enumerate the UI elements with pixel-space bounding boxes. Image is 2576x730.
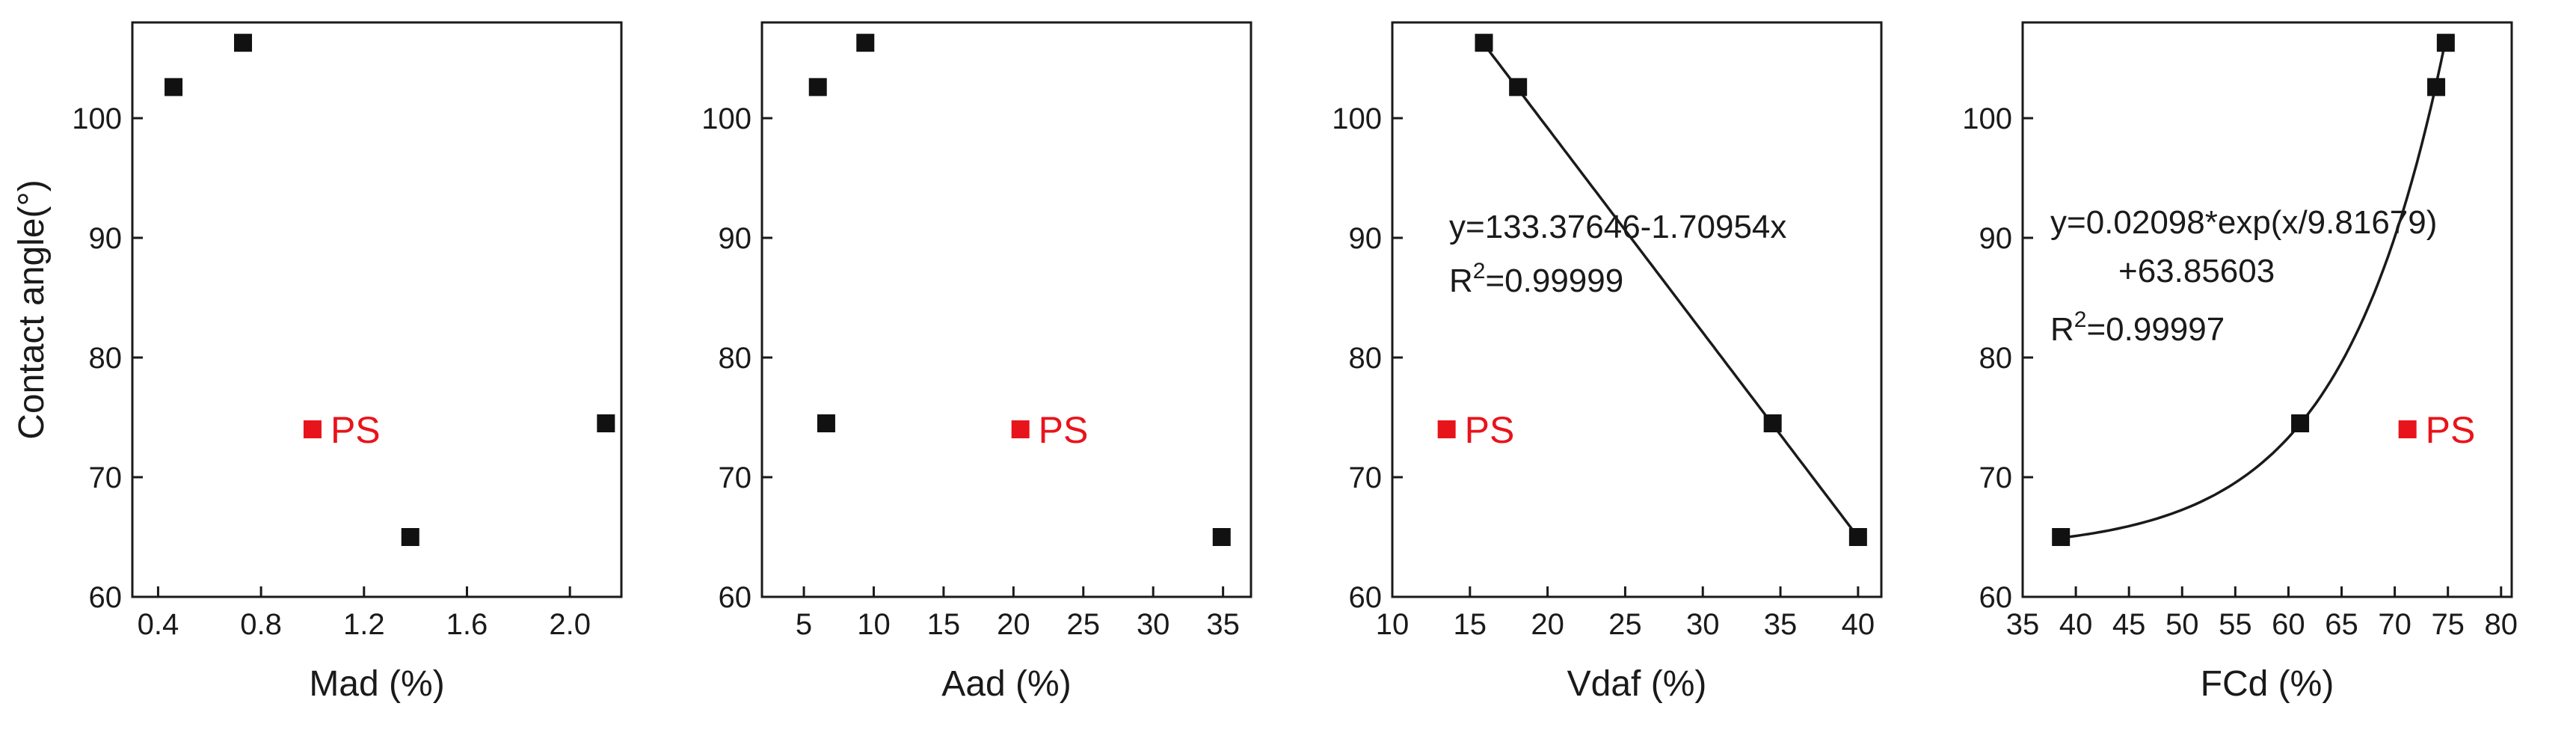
y-tick-label: 60 bbox=[89, 581, 123, 614]
ps-label: PS bbox=[1039, 409, 1089, 451]
x-tick-label: 25 bbox=[1608, 608, 1642, 641]
data-point bbox=[234, 34, 253, 52]
x-tick-label: 30 bbox=[1686, 608, 1720, 641]
y-tick-label: 70 bbox=[719, 461, 752, 494]
panel-1: 0.4 0.8 1.2 1.6 2.0 60 70 80 90 100 Mad (%) Contact… bbox=[12, 21, 623, 704]
x-tick-label: 0.4 bbox=[138, 608, 179, 641]
y-tick-label: 100 bbox=[701, 102, 751, 135]
x-tick-label: 25 bbox=[1067, 608, 1101, 641]
y-tick-label: 60 bbox=[1349, 581, 1383, 614]
x-tick-label: 45 bbox=[2112, 608, 2146, 641]
x-tick-label: 35 bbox=[1764, 608, 1798, 641]
panel-4: 35 40 45 50 55 60 65 70 75 80 60 70 80 90 100 FCd (%) PS… bbox=[1962, 21, 2518, 704]
panel-2: 5 10 15 20 25 30 35 60 70 80 90 100 Aad (%) PS bbox=[701, 21, 1252, 704]
data-point bbox=[597, 414, 615, 432]
y-tick-label: 70 bbox=[1349, 461, 1383, 494]
fit-r-squared: R2=0.99997 bbox=[2050, 307, 2225, 348]
y-tick-label: 90 bbox=[1979, 222, 2013, 255]
plot-frame bbox=[2021, 21, 2513, 598]
fit-equation: y=0.02098*exp(x/9.81679) bbox=[2050, 204, 2437, 241]
x-tick-label: 15 bbox=[927, 608, 961, 641]
x-tick-label: 20 bbox=[997, 608, 1030, 641]
y-tick-label: 100 bbox=[72, 102, 122, 135]
ps-label: PS bbox=[1465, 409, 1515, 451]
plot-frame bbox=[131, 21, 623, 598]
fit-curve bbox=[1483, 43, 1860, 539]
fit-r-squared: R2=0.99999 bbox=[1449, 259, 1623, 299]
y-tick-label: 100 bbox=[1332, 102, 1382, 135]
data-point bbox=[1763, 414, 1782, 432]
data-point bbox=[2427, 78, 2446, 96]
data-point bbox=[856, 34, 875, 52]
ps-label: PS bbox=[331, 409, 381, 451]
data-point bbox=[2436, 34, 2455, 52]
x-tick-label: 1.2 bbox=[343, 608, 385, 641]
y-tick-label: 60 bbox=[1979, 581, 2013, 614]
y-tick-label: 90 bbox=[719, 222, 752, 255]
data-point bbox=[2291, 414, 2310, 432]
y-tick-label: 90 bbox=[1349, 222, 1383, 255]
x-tick-label: 60 bbox=[2272, 608, 2305, 641]
x-tick-label: 40 bbox=[1842, 608, 1875, 641]
fit-equation: +63.85603 bbox=[2118, 253, 2275, 289]
ps-point bbox=[1437, 420, 1456, 438]
y-tick-label: 90 bbox=[89, 222, 123, 255]
y-tick-label: 70 bbox=[1979, 461, 2013, 494]
x-tick-label: 35 bbox=[2006, 608, 2040, 641]
x-tick-label: 10 bbox=[1376, 608, 1410, 641]
x-tick-label: 0.8 bbox=[240, 608, 282, 641]
x-tick-label: 50 bbox=[2165, 608, 2199, 641]
data-point bbox=[1475, 34, 1493, 52]
plot-frame bbox=[1391, 21, 1883, 598]
x-axis-title: Aad (%) bbox=[941, 664, 1071, 704]
x-tick-label: 55 bbox=[2219, 608, 2252, 641]
fit-equation: y=133.37646-1.70954x bbox=[1449, 209, 1786, 245]
data-point bbox=[817, 414, 835, 432]
x-tick-label: 35 bbox=[1206, 608, 1240, 641]
y-axis-title: Contact angle(°) bbox=[12, 180, 52, 439]
plot-frame bbox=[760, 21, 1252, 598]
x-tick-label: 75 bbox=[2431, 608, 2465, 641]
panel-3: 10 15 20 25 30 35 40 60 70 80 90 100 Vdaf (%) PS y=133… bbox=[1332, 21, 1883, 704]
x-tick-label: 65 bbox=[2325, 608, 2358, 641]
ps-point bbox=[1011, 420, 1030, 438]
x-tick-label: 80 bbox=[2485, 608, 2518, 641]
ps-point bbox=[2398, 420, 2417, 438]
x-tick-label: 40 bbox=[2059, 608, 2093, 641]
data-point bbox=[165, 78, 183, 96]
x-axis-title: FCd (%) bbox=[2201, 664, 2334, 704]
data-point bbox=[1848, 528, 1867, 546]
x-axis-title: Mad (%) bbox=[309, 664, 444, 704]
data-point bbox=[401, 528, 419, 546]
y-tick-label: 80 bbox=[1349, 342, 1383, 375]
y-tick-label: 60 bbox=[719, 581, 752, 614]
x-tick-label: 1.6 bbox=[446, 608, 488, 641]
data-point bbox=[1212, 528, 1231, 546]
ps-point bbox=[303, 420, 322, 438]
x-tick-label: 10 bbox=[857, 608, 891, 641]
y-tick-label: 100 bbox=[1962, 102, 2012, 135]
x-tick-label: 30 bbox=[1137, 608, 1170, 641]
ps-label: PS bbox=[2426, 409, 2476, 451]
y-tick-label: 70 bbox=[89, 461, 123, 494]
y-tick-label: 80 bbox=[719, 342, 752, 375]
fit-curve bbox=[2060, 38, 2447, 539]
x-tick-label: 5 bbox=[796, 608, 812, 641]
x-tick-label: 20 bbox=[1531, 608, 1564, 641]
y-tick-label: 80 bbox=[1979, 342, 2013, 375]
x-axis-title: Vdaf (%) bbox=[1567, 664, 1707, 704]
x-tick-label: 15 bbox=[1454, 608, 1487, 641]
data-point bbox=[1509, 78, 1528, 96]
x-tick-label: 70 bbox=[2378, 608, 2411, 641]
data-point bbox=[808, 78, 827, 96]
x-tick-label: 2.0 bbox=[549, 608, 591, 641]
data-point bbox=[2052, 528, 2071, 546]
y-tick-label: 80 bbox=[89, 342, 123, 375]
